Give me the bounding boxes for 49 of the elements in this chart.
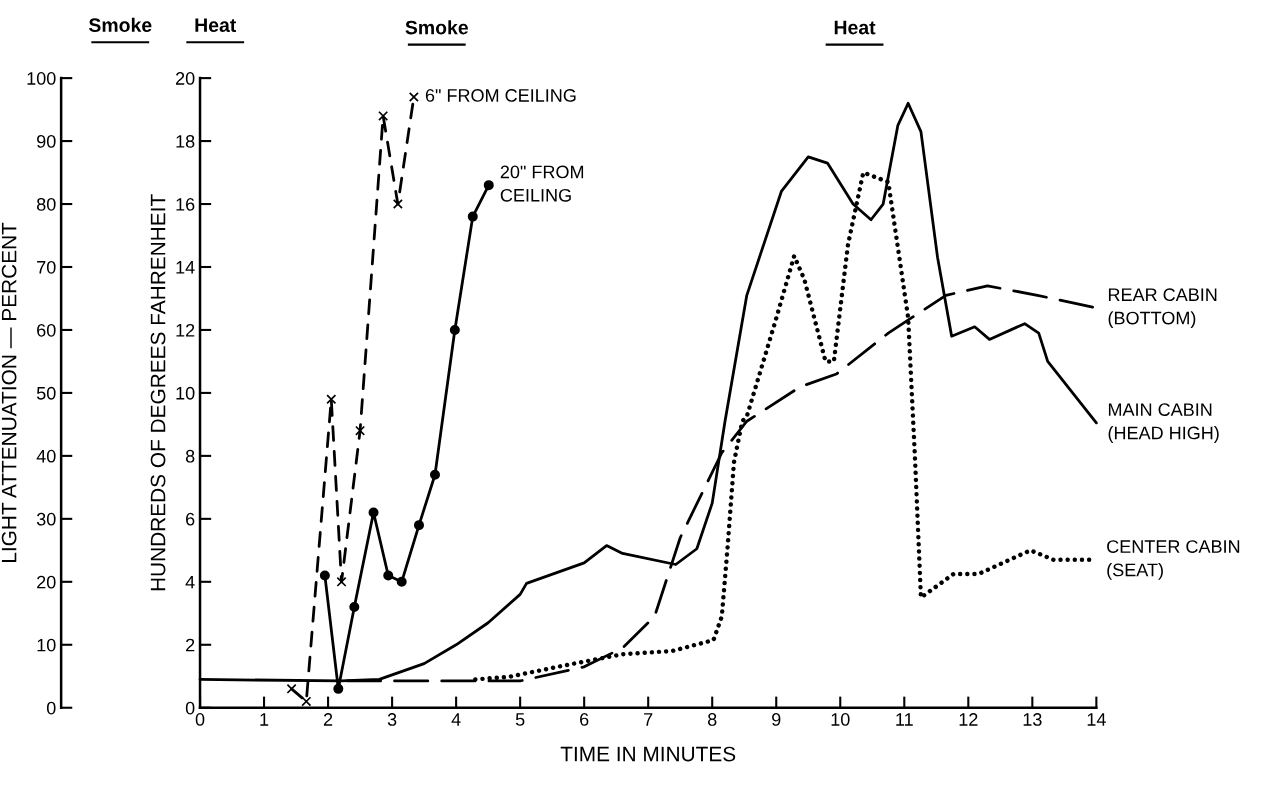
x-tick-label: 7 bbox=[644, 713, 653, 726]
y2-tick-label: 90 bbox=[37, 135, 56, 148]
x-tick-label: 9 bbox=[772, 713, 781, 726]
x-tick-label: 1 bbox=[260, 713, 269, 726]
series-label: 6" FROM CEILING bbox=[425, 89, 576, 102]
y2-tick-label: 70 bbox=[37, 260, 56, 274]
y-tick-label: 6 bbox=[186, 512, 195, 526]
x-axis-title: TIME IN MINUTES bbox=[560, 746, 736, 762]
y2-tick-label: 0 bbox=[46, 701, 56, 715]
x-tick-label: 5 bbox=[515, 713, 525, 726]
x-tick-label: 8 bbox=[707, 713, 717, 726]
text: Heat bbox=[195, 18, 237, 33]
y2-tick-label: 50 bbox=[36, 386, 56, 400]
text: Smoke bbox=[88, 17, 152, 33]
x-tick-label: 6 bbox=[580, 713, 589, 726]
x-tick-label: 0 bbox=[195, 713, 205, 726]
y-tick-label: 8 bbox=[185, 449, 195, 463]
y2-axis-title: LIGHT ATTENUATION — PERCENT bbox=[1, 222, 17, 562]
y2-tick-label: 80 bbox=[36, 197, 56, 211]
y-tick-label: 20 bbox=[175, 72, 195, 85]
x-tick-label: 13 bbox=[1023, 713, 1042, 726]
y-tick-label: 0 bbox=[185, 701, 195, 715]
text: Smoke bbox=[405, 20, 468, 35]
y-tick-label: 2 bbox=[186, 638, 195, 652]
series-label: CENTER CABIN (SEAT) bbox=[1107, 540, 1240, 580]
x-tick-label: 4 bbox=[451, 713, 461, 726]
y2-tick-label: 60 bbox=[37, 323, 56, 337]
text: Heat bbox=[834, 20, 876, 35]
y-axis-title: HUNDREDS OF DEGREES FAHRENHEIT bbox=[150, 194, 166, 591]
x-tick-label: 10 bbox=[831, 713, 850, 726]
series-label: REAR CABIN (BOTTOM) bbox=[1108, 288, 1217, 329]
y2-tick-label: 100 bbox=[27, 72, 56, 85]
x-tick-label: 14 bbox=[1087, 713, 1106, 726]
x-tick-label: 11 bbox=[896, 713, 913, 726]
y-tick-label: 12 bbox=[176, 323, 195, 337]
y-tick-label: 4 bbox=[185, 575, 195, 589]
y2-tick-label: 30 bbox=[36, 512, 56, 526]
y-tick-label: 16 bbox=[176, 197, 195, 211]
x-tick-label: 2 bbox=[323, 713, 333, 726]
y2-tick-label: 20 bbox=[37, 575, 56, 589]
y-tick-label: 10 bbox=[176, 386, 195, 400]
series-label: 20" FROM CEILING bbox=[500, 165, 584, 202]
x-tick-label: 3 bbox=[387, 713, 397, 726]
x-tick-label: 12 bbox=[959, 713, 978, 726]
y-tick-label: 14 bbox=[176, 261, 195, 274]
y2-tick-label: 10 bbox=[37, 638, 56, 652]
y2-tick-label: 40 bbox=[36, 449, 56, 463]
y-tick-label: 18 bbox=[176, 135, 195, 148]
series-label: MAIN CABIN (HEAD HIGH) bbox=[1108, 403, 1219, 443]
